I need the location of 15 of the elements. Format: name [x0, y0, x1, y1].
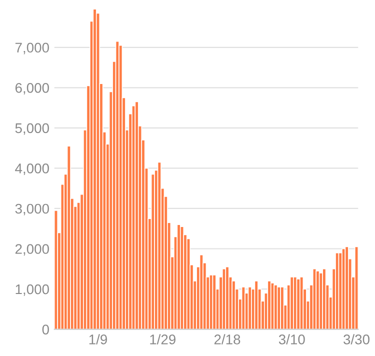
y-tick-label: 2,000 [15, 244, 49, 256]
y-tick-label: 5,000 [15, 123, 49, 135]
y-tick-label: 1,000 [16, 284, 49, 296]
bar [280, 286, 284, 330]
x-tick-label: 1/29 [150, 334, 176, 344]
y-tick-label: 3,000 [15, 204, 49, 216]
y-tick-label: 7,000 [15, 42, 49, 54]
y-tick-label: 4,000 [15, 164, 49, 176]
x-tick-label: 2/18 [214, 334, 240, 344]
y-tick-label: 0 [42, 324, 49, 334]
x-tick-label: 1/9 [89, 334, 107, 344]
y-tick-label: 6,000 [15, 83, 49, 94]
bar [354, 246, 358, 330]
x-tick-label: 3/10 [278, 334, 305, 344]
x-tick-label: 3/30 [344, 334, 370, 344]
